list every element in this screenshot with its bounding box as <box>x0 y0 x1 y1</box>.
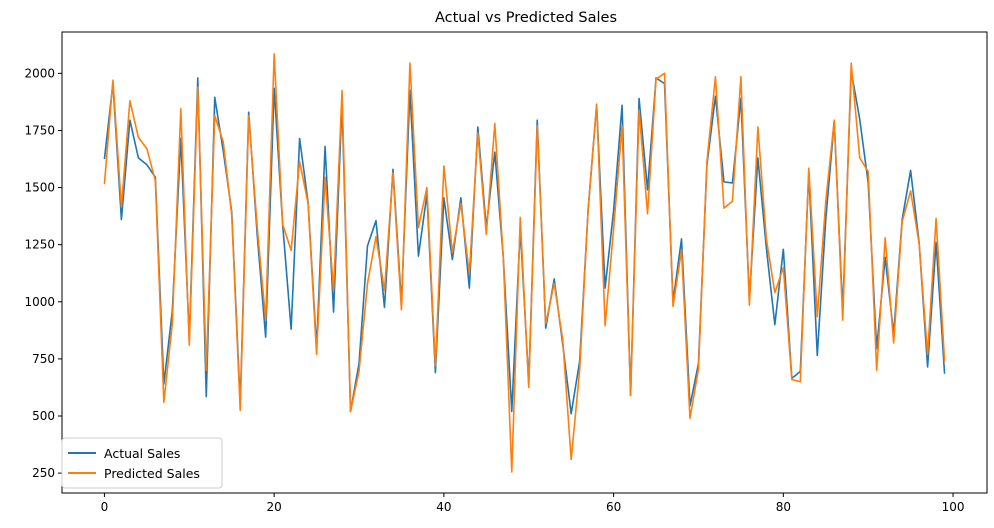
legend-box <box>61 437 223 489</box>
x-tick-label: 40 <box>436 500 451 514</box>
y-tick-label: 1250 <box>24 238 55 252</box>
y-tick-label: 1500 <box>24 181 55 195</box>
x-tick-label: 20 <box>267 500 282 514</box>
legend-label-predicted: Predicted Sales <box>104 466 200 481</box>
plot-frame <box>61 31 988 494</box>
legend: Actual Sales Predicted Sales <box>61 437 223 489</box>
x-axis: 0 20 40 60 80 100 <box>101 493 965 514</box>
legend-label-actual: Actual Sales <box>104 446 180 461</box>
series-lines <box>103 53 946 473</box>
plot-area <box>62 32 987 493</box>
y-tick-label: 1750 <box>24 123 55 137</box>
chart-title: Actual vs Predicted Sales <box>435 10 617 26</box>
y-tick-label: 500 <box>32 409 55 423</box>
x-tick-label: 80 <box>776 500 791 514</box>
y-tick-label: 750 <box>32 352 55 366</box>
y-axis: 250 500 750 1000 1250 1500 1750 2000 <box>24 66 62 480</box>
y-tick-label: 250 <box>32 466 55 480</box>
x-tick-label: 0 <box>101 500 109 514</box>
predicted-sales-line <box>103 53 946 473</box>
y-tick-label: 2000 <box>24 66 55 80</box>
y-tick-label: 1000 <box>24 295 55 309</box>
x-tick-label: 60 <box>606 500 621 514</box>
x-tick-label: 100 <box>942 500 965 514</box>
